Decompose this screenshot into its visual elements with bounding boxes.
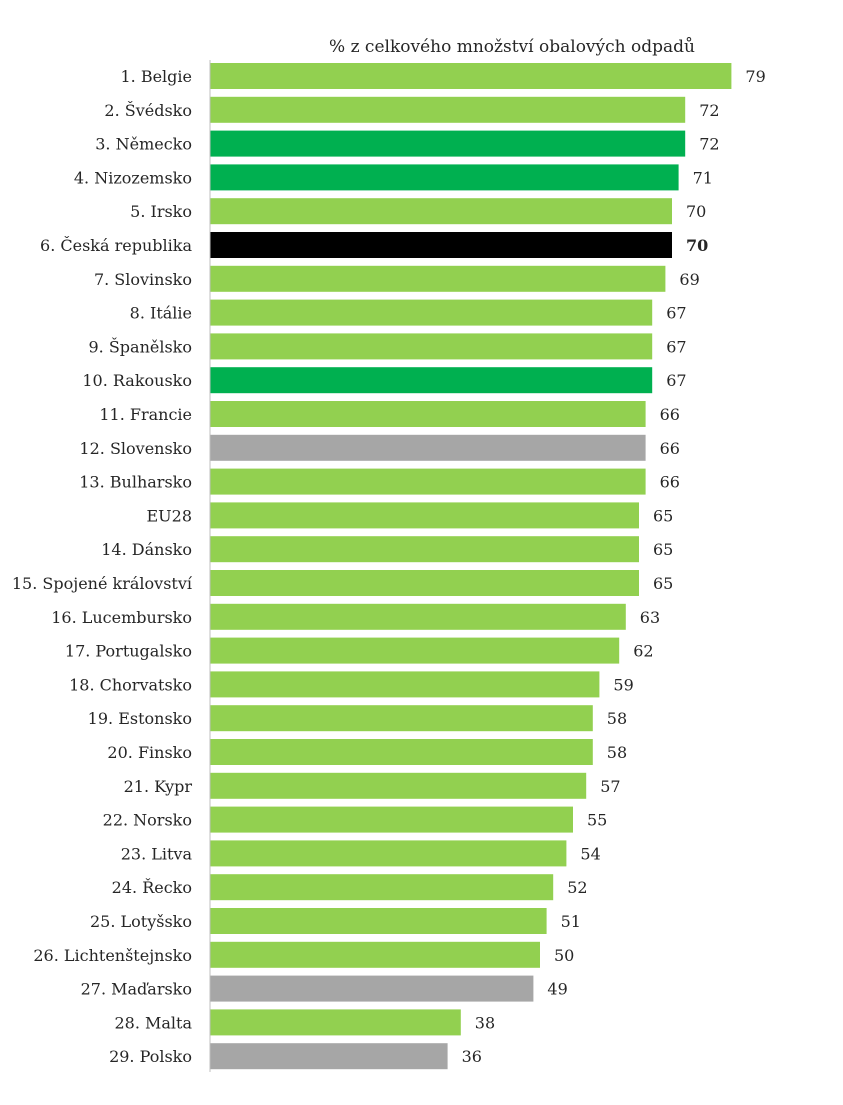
- data-label: 66: [660, 439, 680, 458]
- category-label: 18. Chorvatsko: [69, 675, 192, 694]
- data-label: 55: [587, 811, 607, 830]
- data-label: 63: [640, 608, 660, 627]
- bar: [210, 840, 567, 867]
- category-label: 19. Estonsko: [88, 709, 192, 728]
- data-label: 72: [699, 135, 719, 154]
- data-label: 67: [666, 371, 686, 390]
- category-label: 7. Slovinsko: [94, 270, 192, 289]
- category-label: 23. Litva: [121, 844, 193, 863]
- data-label: 62: [633, 642, 653, 661]
- bar: [210, 908, 547, 934]
- bar: [210, 232, 672, 258]
- data-label: 57: [600, 777, 620, 796]
- data-label: 58: [607, 743, 627, 762]
- bar: [210, 130, 686, 157]
- bar: [210, 1009, 461, 1036]
- bars-layer: 1. Belgie 79 2. Švédsko 72 3. Německo 72 4. Ni…: [12, 63, 766, 1070]
- category-label: 9. Španělsko: [88, 336, 192, 356]
- category-label: 13. Bulharsko: [79, 473, 192, 492]
- category-label: 16. Lucembursko: [51, 608, 192, 627]
- bar: [210, 265, 666, 292]
- category-label: 10. Rakousko: [82, 371, 192, 390]
- category-label: 14. Dánsko: [101, 540, 192, 559]
- category-label: 6. Česká republika: [40, 235, 192, 255]
- category-label: 1. Belgie: [120, 67, 192, 86]
- bar: [210, 333, 653, 360]
- data-label: 54: [580, 844, 600, 863]
- category-label: 3. Německo: [95, 135, 192, 154]
- bar: [210, 434, 646, 461]
- data-label: 38: [475, 1013, 495, 1032]
- bar: [210, 198, 672, 225]
- data-label: 51: [561, 912, 581, 931]
- data-label: 79: [745, 67, 765, 86]
- category-label: 4. Nizozemsko: [74, 168, 192, 187]
- bar: [210, 299, 653, 326]
- category-label: 27. Maďarsko: [81, 980, 192, 999]
- category-label: 29. Polsko: [109, 1047, 192, 1066]
- bar: [210, 975, 534, 1002]
- bar: [210, 63, 732, 89]
- data-label: 65: [653, 506, 673, 525]
- bar: [210, 536, 639, 563]
- data-label: 66: [660, 405, 680, 424]
- bar: [210, 671, 600, 698]
- bar: [210, 468, 646, 495]
- category-label: 22. Norsko: [103, 811, 192, 830]
- data-label: 66: [660, 473, 680, 492]
- bar: [210, 874, 554, 901]
- data-label: 36: [462, 1047, 482, 1066]
- bar: [210, 603, 626, 630]
- category-label: 25. Lotyšsko: [90, 912, 192, 931]
- category-label: 2. Švédsko: [104, 100, 192, 120]
- category-label: 5. Irsko: [130, 202, 192, 221]
- category-label: 20. Finsko: [107, 743, 192, 762]
- bar: [210, 739, 593, 765]
- bar: [210, 96, 686, 123]
- category-label: EU28: [146, 506, 192, 525]
- data-label: 59: [613, 675, 633, 694]
- bar: [210, 367, 653, 394]
- category-label: 26. Lichtenštejnsko: [33, 946, 192, 965]
- category-label: 28. Malta: [114, 1013, 192, 1032]
- bar: [210, 164, 679, 191]
- data-label: 65: [653, 540, 673, 559]
- data-label: 72: [699, 101, 719, 120]
- bar: [210, 941, 540, 968]
- category-label: 21. Kypr: [124, 777, 193, 796]
- data-label: 65: [653, 574, 673, 593]
- category-label: 17. Portugalsko: [65, 642, 192, 661]
- category-label: 12. Slovensko: [79, 439, 192, 458]
- data-label: 50: [554, 946, 574, 965]
- data-label: 69: [679, 270, 699, 289]
- category-label: 8. Itálie: [130, 304, 192, 323]
- category-label: 11. Francie: [99, 405, 192, 424]
- bar: [210, 1043, 448, 1070]
- bar: [210, 401, 646, 427]
- bar: [210, 570, 639, 596]
- data-label: 67: [666, 304, 686, 323]
- data-label: 70: [686, 202, 706, 221]
- category-label: 15. Spojené království: [12, 574, 193, 593]
- data-label: 49: [547, 980, 567, 999]
- bar: [210, 502, 639, 529]
- category-label: 24. Řecko: [112, 877, 192, 897]
- data-label: 71: [693, 168, 713, 187]
- bar: [210, 637, 620, 664]
- data-label: 67: [666, 337, 686, 356]
- data-label: 58: [607, 709, 627, 728]
- bar: [210, 772, 587, 799]
- data-label: 70: [686, 236, 708, 255]
- chart-title: % z celkového množství obalových odpadů: [329, 37, 695, 57]
- data-label: 52: [567, 878, 587, 897]
- bar: [210, 806, 573, 833]
- bar: [210, 705, 593, 732]
